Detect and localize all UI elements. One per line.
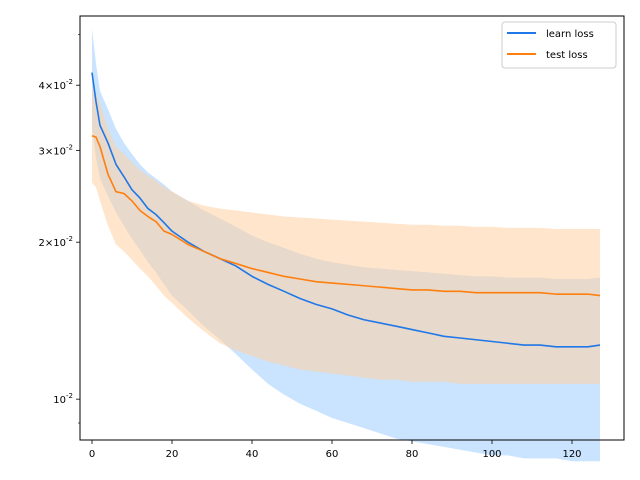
x-tick-label-120: 120 (562, 449, 581, 460)
y-tick-label-2: 3×10-2 (39, 143, 73, 157)
legend-label-learn-loss: learn loss (546, 29, 594, 40)
x-tick-label-80: 80 (406, 449, 419, 460)
band-test-loss (92, 88, 600, 384)
x-tick-label-40: 40 (246, 449, 259, 460)
y-tick-label-3: 4×10-2 (39, 78, 73, 92)
y-tick-label-1: 2×10-2 (39, 235, 73, 249)
x-tick-label-100: 100 (482, 449, 501, 460)
y-axis: 10-2 2×10-2 3×10-2 4×10-2 (39, 34, 80, 424)
line-learn-loss (91, 72, 601, 348)
x-axis: 0 20 40 60 80 100 120 (89, 440, 582, 460)
line-test-loss (91, 134, 601, 297)
series-lines (91, 72, 601, 348)
legend: learn loss test loss (501, 21, 617, 69)
x-tick-label-60: 60 (326, 449, 339, 460)
x-tick-label-0: 0 (89, 449, 95, 460)
x-tick-label-20: 20 (166, 449, 179, 460)
confidence-bands (92, 28, 600, 462)
axes-frame (79, 15, 625, 441)
y-tick-label-0: 10-2 (53, 392, 73, 406)
legend-label-test-loss: test loss (546, 50, 588, 61)
